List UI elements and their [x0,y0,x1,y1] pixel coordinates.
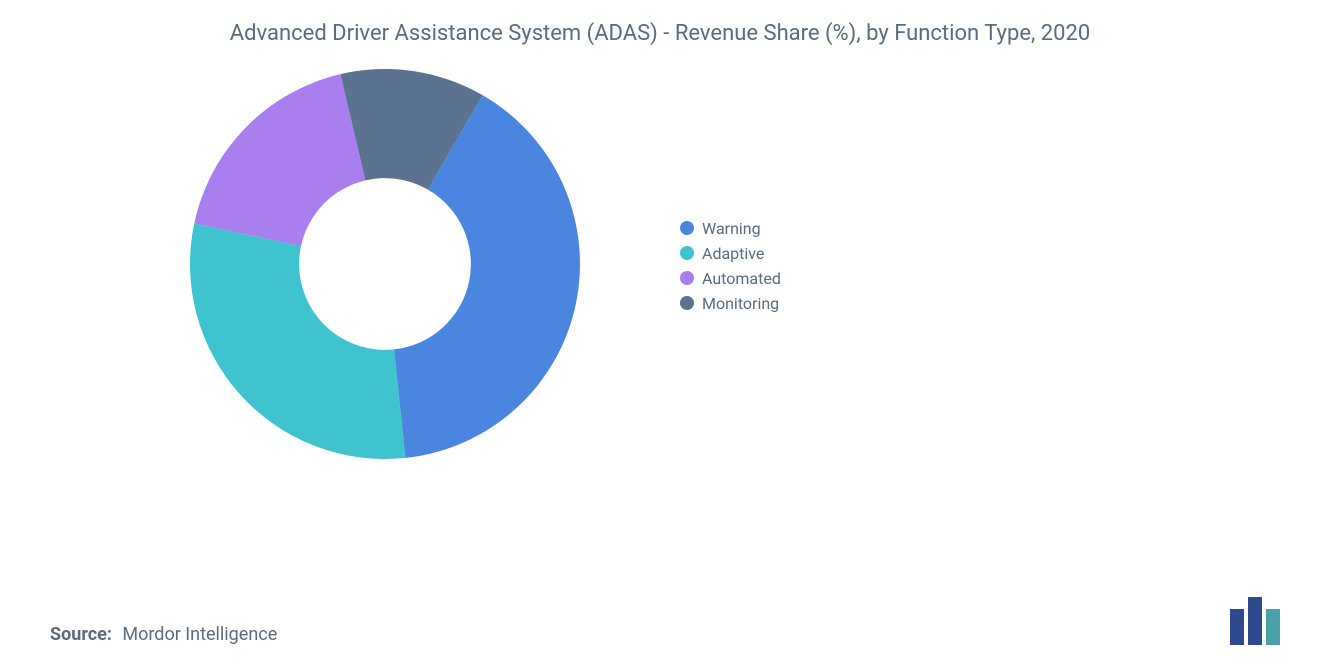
legend-label: Automated [702,269,781,288]
source-label: Source: [50,624,112,645]
legend: Warning Adaptive Automated Monitoring [680,219,781,313]
legend-label: Monitoring [702,294,779,313]
legend-item-adaptive: Adaptive [680,244,781,263]
logo-svg [1230,597,1280,645]
legend-swatch-icon [680,271,694,285]
legend-swatch-icon [680,296,694,310]
legend-label: Warning [702,219,761,238]
legend-swatch-icon [680,246,694,260]
donut-svg [190,69,580,459]
brand-logo [1230,597,1280,649]
source-line: Source: Mordor Intelligence [50,624,277,645]
legend-label: Adaptive [702,244,764,263]
legend-swatch-icon [680,221,694,235]
logo-bar-icon [1266,609,1280,645]
source-value: Mordor Intelligence [122,624,277,645]
chart-title: Advanced Driver Assistance System (ADAS)… [110,20,1210,49]
legend-item-monitoring: Monitoring [680,294,781,313]
legend-item-automated: Automated [680,269,781,288]
logo-bar-icon [1248,597,1262,645]
legend-item-warning: Warning [680,219,781,238]
logo-bar-icon [1230,609,1244,645]
donut-chart [190,69,580,463]
donut-hole [299,178,471,350]
